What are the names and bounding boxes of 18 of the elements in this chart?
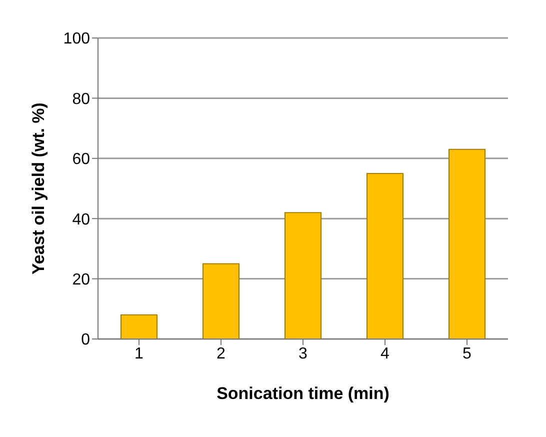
bar bbox=[284, 212, 322, 339]
y-tick-label: 60 bbox=[72, 151, 90, 168]
bar bbox=[366, 172, 404, 339]
x-tick-label: 5 bbox=[462, 345, 472, 362]
x-tick-label: 1 bbox=[134, 345, 144, 362]
y-tick-label: 100 bbox=[63, 30, 90, 48]
x-tick-label: 2 bbox=[216, 345, 226, 362]
bar bbox=[202, 263, 240, 339]
bar bbox=[120, 314, 158, 339]
y-tick-label: 0 bbox=[81, 332, 90, 349]
x-tick-label: 3 bbox=[298, 345, 308, 362]
bar bbox=[448, 148, 486, 339]
y-axis-title: Yeast oil yield (wt. %) bbox=[29, 102, 48, 274]
x-tick-label: 4 bbox=[380, 345, 390, 362]
y-tick-label: 80 bbox=[72, 90, 90, 108]
y-tick-label: 20 bbox=[72, 271, 90, 288]
x-axis-title: Sonication time (min) bbox=[216, 384, 390, 403]
y-tick-label: 40 bbox=[72, 211, 90, 228]
